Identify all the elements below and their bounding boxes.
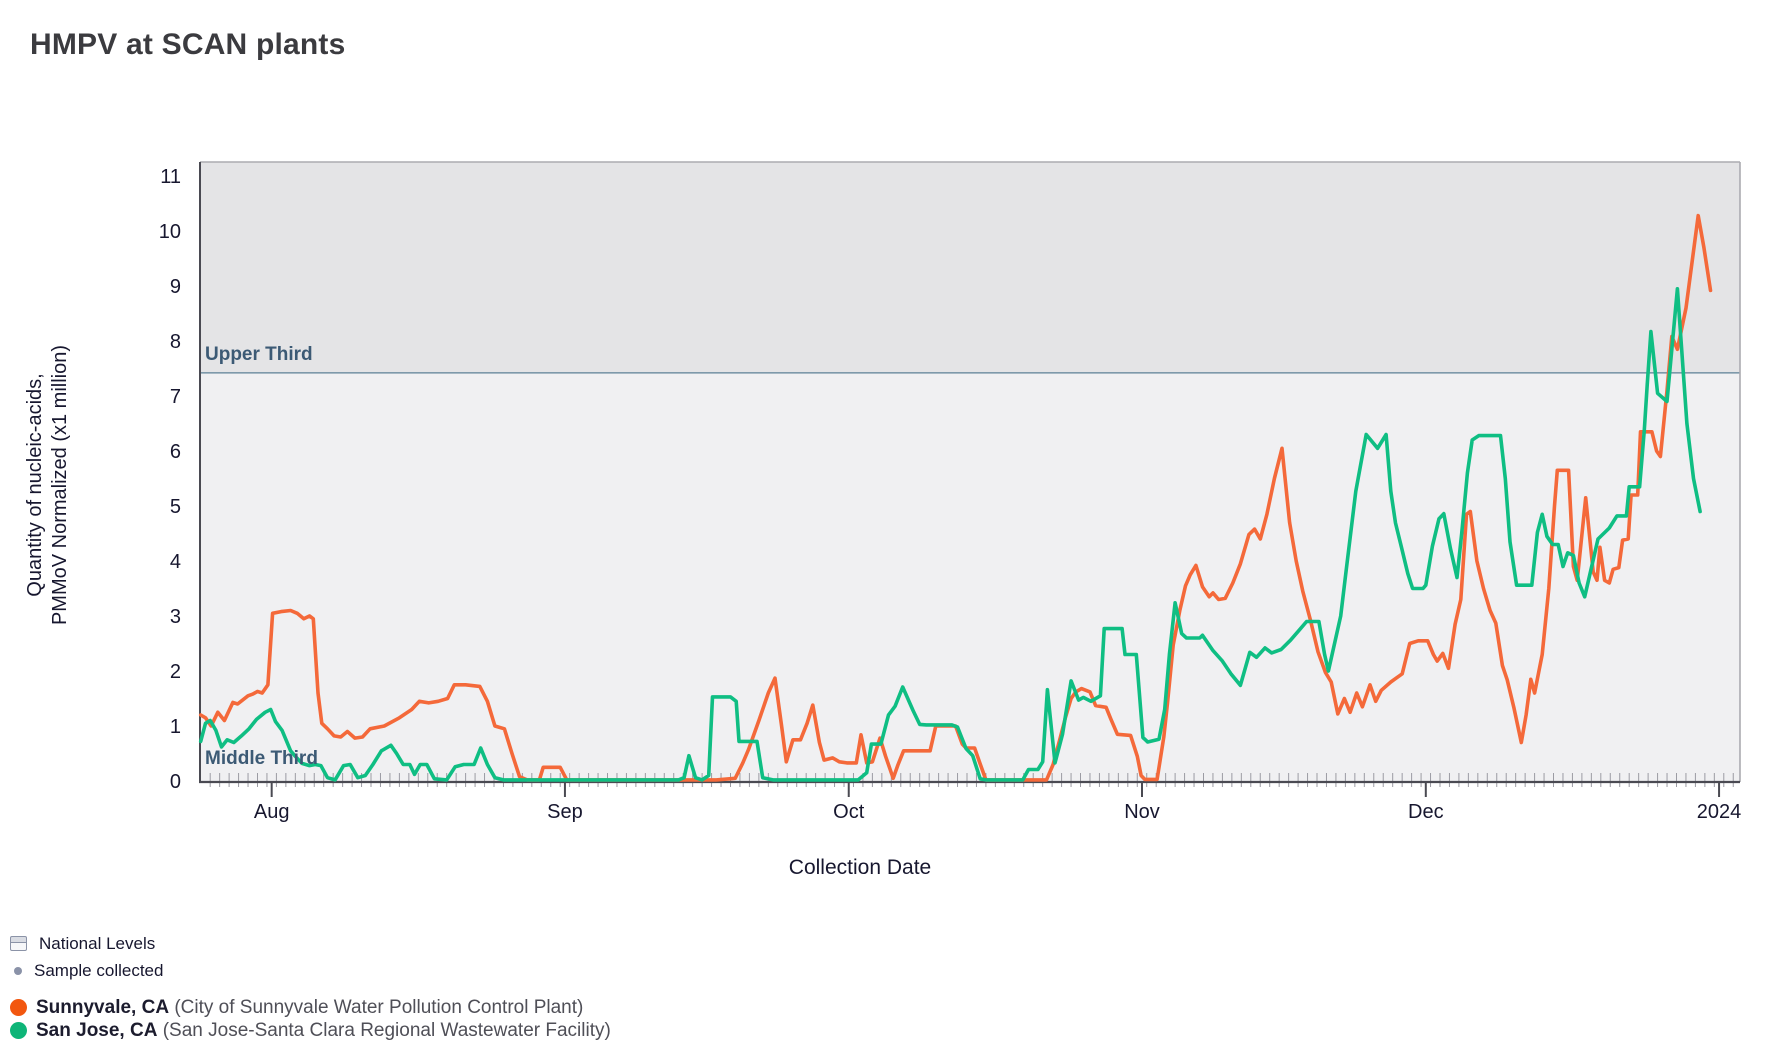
x-month-label: 2024 [1697, 801, 1742, 823]
national-middle-third-band [200, 372, 1740, 783]
y-tick-label: 9 [170, 276, 181, 298]
san-jose-name: San Jose, CA [36, 1019, 158, 1041]
sunnyvale-dot-icon [10, 999, 27, 1016]
y-tick-label: 3 [170, 606, 181, 628]
legend-sample-collected-label: Sample collected [34, 960, 164, 980]
legend-item-sunnyvale[interactable]: Sunnyvale, CA (City of Sunnyvale Water P… [10, 996, 611, 1019]
y-tick-label: 8 [170, 331, 181, 353]
y-tick-label: 6 [170, 441, 181, 463]
y-tick-label: 10 [159, 221, 181, 243]
y-tick-label: 11 [160, 166, 181, 188]
x-month-label: Aug [254, 801, 290, 823]
national-upper-third-band [200, 162, 1740, 373]
sunnyvale-line [198, 213, 1713, 782]
y-tick-label: 1 [170, 716, 181, 738]
y-axis-label-line2: PMMoV Normalized (x1 million) [49, 344, 71, 626]
san-jose-label: San Jose, CA (San Jose-Santa Clara Regio… [36, 1020, 611, 1042]
legend-national-levels-label: National Levels [39, 933, 156, 953]
legend-item-national-levels[interactable]: National Levels [10, 930, 611, 957]
middle-third-label: Middle Third [205, 748, 318, 769]
x-month-label: Dec [1408, 801, 1444, 823]
x-month-label: Nov [1124, 801, 1160, 823]
x-month-label: Sep [547, 801, 583, 823]
upper-third-label: Upper Third [205, 344, 313, 365]
san-jose-dot-icon [10, 1022, 27, 1039]
y-axis-label: Quantity of nucleic-acids, PMMoV Normali… [23, 225, 73, 745]
x-axis-label: Collection Date [788, 856, 932, 879]
x-month-label: Oct [833, 801, 865, 823]
sunnyvale-label: Sunnyvale, CA (City of Sunnyvale Water P… [36, 997, 583, 1019]
sunnyvale-detail: (City of Sunnyvale Water Pollution Contr… [169, 996, 584, 1018]
hmpv-line-chart: 0 1 2 3 4 5 6 7 8 9 10 11 Aug Sep Oct Nov Dec 2024 [159, 161, 1742, 823]
page-title: HMPV at SCAN plants [30, 28, 346, 61]
y-tick-label: 5 [170, 496, 181, 518]
san-jose-line [198, 286, 1702, 782]
y-tick-label: 7 [170, 386, 181, 408]
sunnyvale-name: Sunnyvale, CA [36, 996, 170, 1018]
chart-legend: National Levels Sample collected Sunnyva… [10, 930, 611, 1042]
national-levels-icon [10, 936, 27, 951]
y-tick-label: 0 [170, 771, 181, 793]
y-axis-label-line1: Quantity of nucleic-acids, [24, 373, 46, 597]
sample-collected-icon [14, 966, 22, 975]
y-tick-label: 4 [170, 551, 181, 573]
legend-item-sample-collected[interactable]: Sample collected [10, 957, 611, 984]
legend-sites: Sunnyvale, CA (City of Sunnyvale Water P… [10, 996, 611, 1042]
san-jose-detail: (San Jose-Santa Clara Regional Wastewate… [157, 1019, 611, 1041]
legend-item-san-jose[interactable]: San Jose, CA (San Jose-Santa Clara Regio… [10, 1019, 611, 1042]
y-tick-label: 2 [170, 661, 181, 683]
